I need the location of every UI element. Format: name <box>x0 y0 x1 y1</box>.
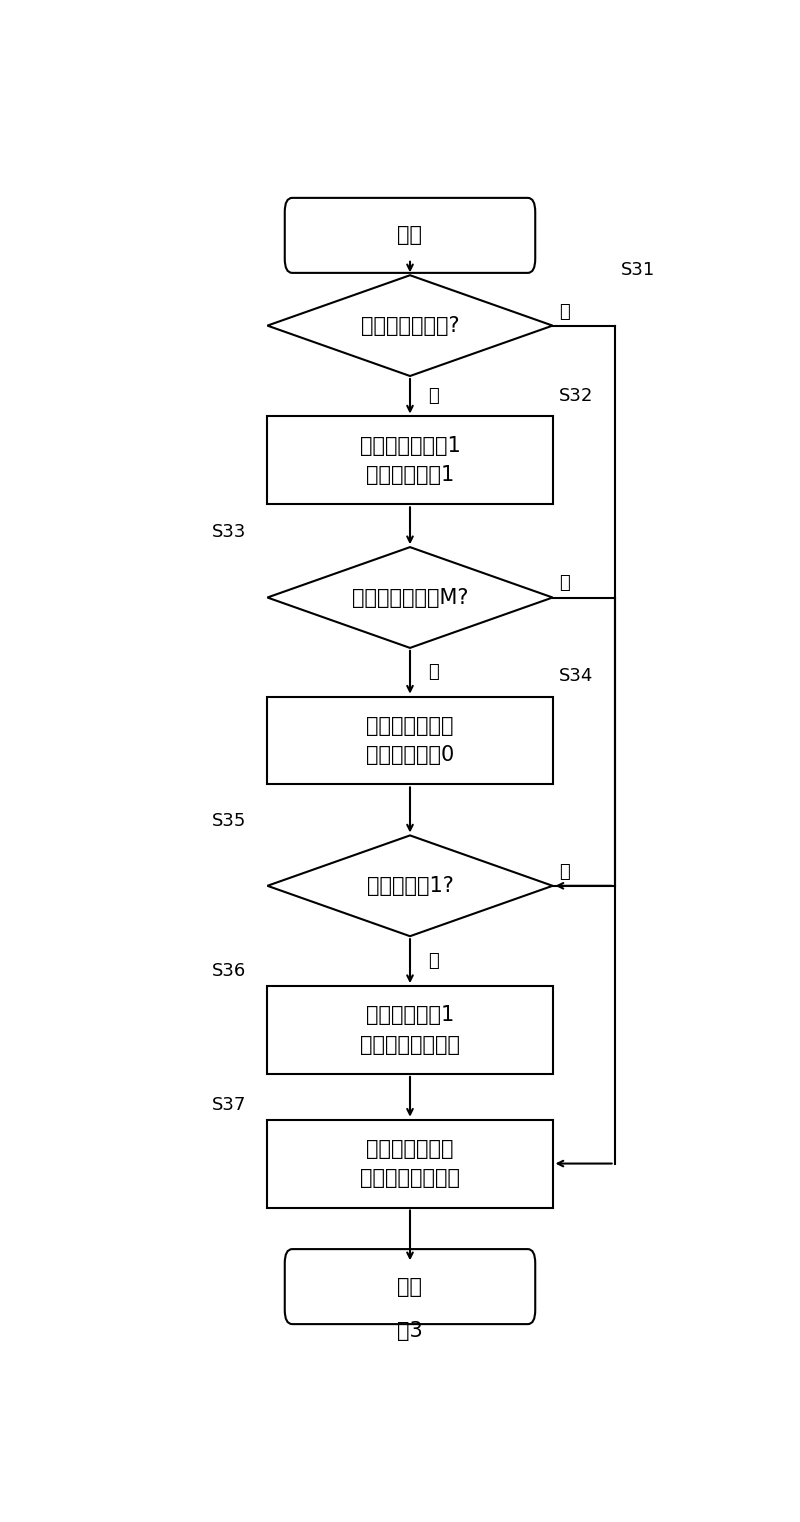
Text: 否: 否 <box>558 863 570 881</box>
Text: 图3: 图3 <box>397 1321 423 1341</box>
Bar <box>267 417 553 504</box>
Text: S32: S32 <box>558 387 593 405</box>
Text: 是: 是 <box>429 953 439 970</box>
Bar <box>267 697 553 784</box>
Text: 否: 否 <box>558 574 570 592</box>
Text: S33: S33 <box>211 524 246 542</box>
FancyBboxPatch shape <box>285 1250 535 1324</box>
Polygon shape <box>267 275 553 376</box>
Text: S36: S36 <box>211 962 246 980</box>
Text: 宽度计数器不变
输出信号保持不变: 宽度计数器不变 输出信号保持不变 <box>360 1138 460 1189</box>
Text: 结束: 结束 <box>398 1277 422 1297</box>
FancyBboxPatch shape <box>285 198 535 272</box>
Text: 宽度计数器等于M?: 宽度计数器等于M? <box>352 587 468 607</box>
Text: S35: S35 <box>211 811 246 829</box>
Text: 开始: 开始 <box>398 225 422 245</box>
Text: 输入信号上升沿?: 输入信号上升沿? <box>361 315 459 336</box>
Text: 是: 是 <box>429 387 439 405</box>
Bar <box>267 1120 553 1207</box>
Text: 是: 是 <box>429 664 439 682</box>
Text: 宽度计数器不变
输出信号置为0: 宽度计数器不变 输出信号置为0 <box>366 715 454 766</box>
Text: S34: S34 <box>558 667 593 685</box>
Text: 否: 否 <box>558 303 570 321</box>
Text: 宽度计数器置为1
输出信号置为1: 宽度计数器置为1 输出信号置为1 <box>360 435 460 486</box>
Text: S37: S37 <box>211 1096 246 1114</box>
Text: 输入信号为1?: 输入信号为1? <box>366 875 454 896</box>
Text: S31: S31 <box>621 260 655 279</box>
Text: 宽度计数器加1
输出信号保持不变: 宽度计数器加1 输出信号保持不变 <box>360 1005 460 1055</box>
Polygon shape <box>267 546 553 648</box>
Bar <box>267 986 553 1075</box>
Polygon shape <box>267 836 553 936</box>
